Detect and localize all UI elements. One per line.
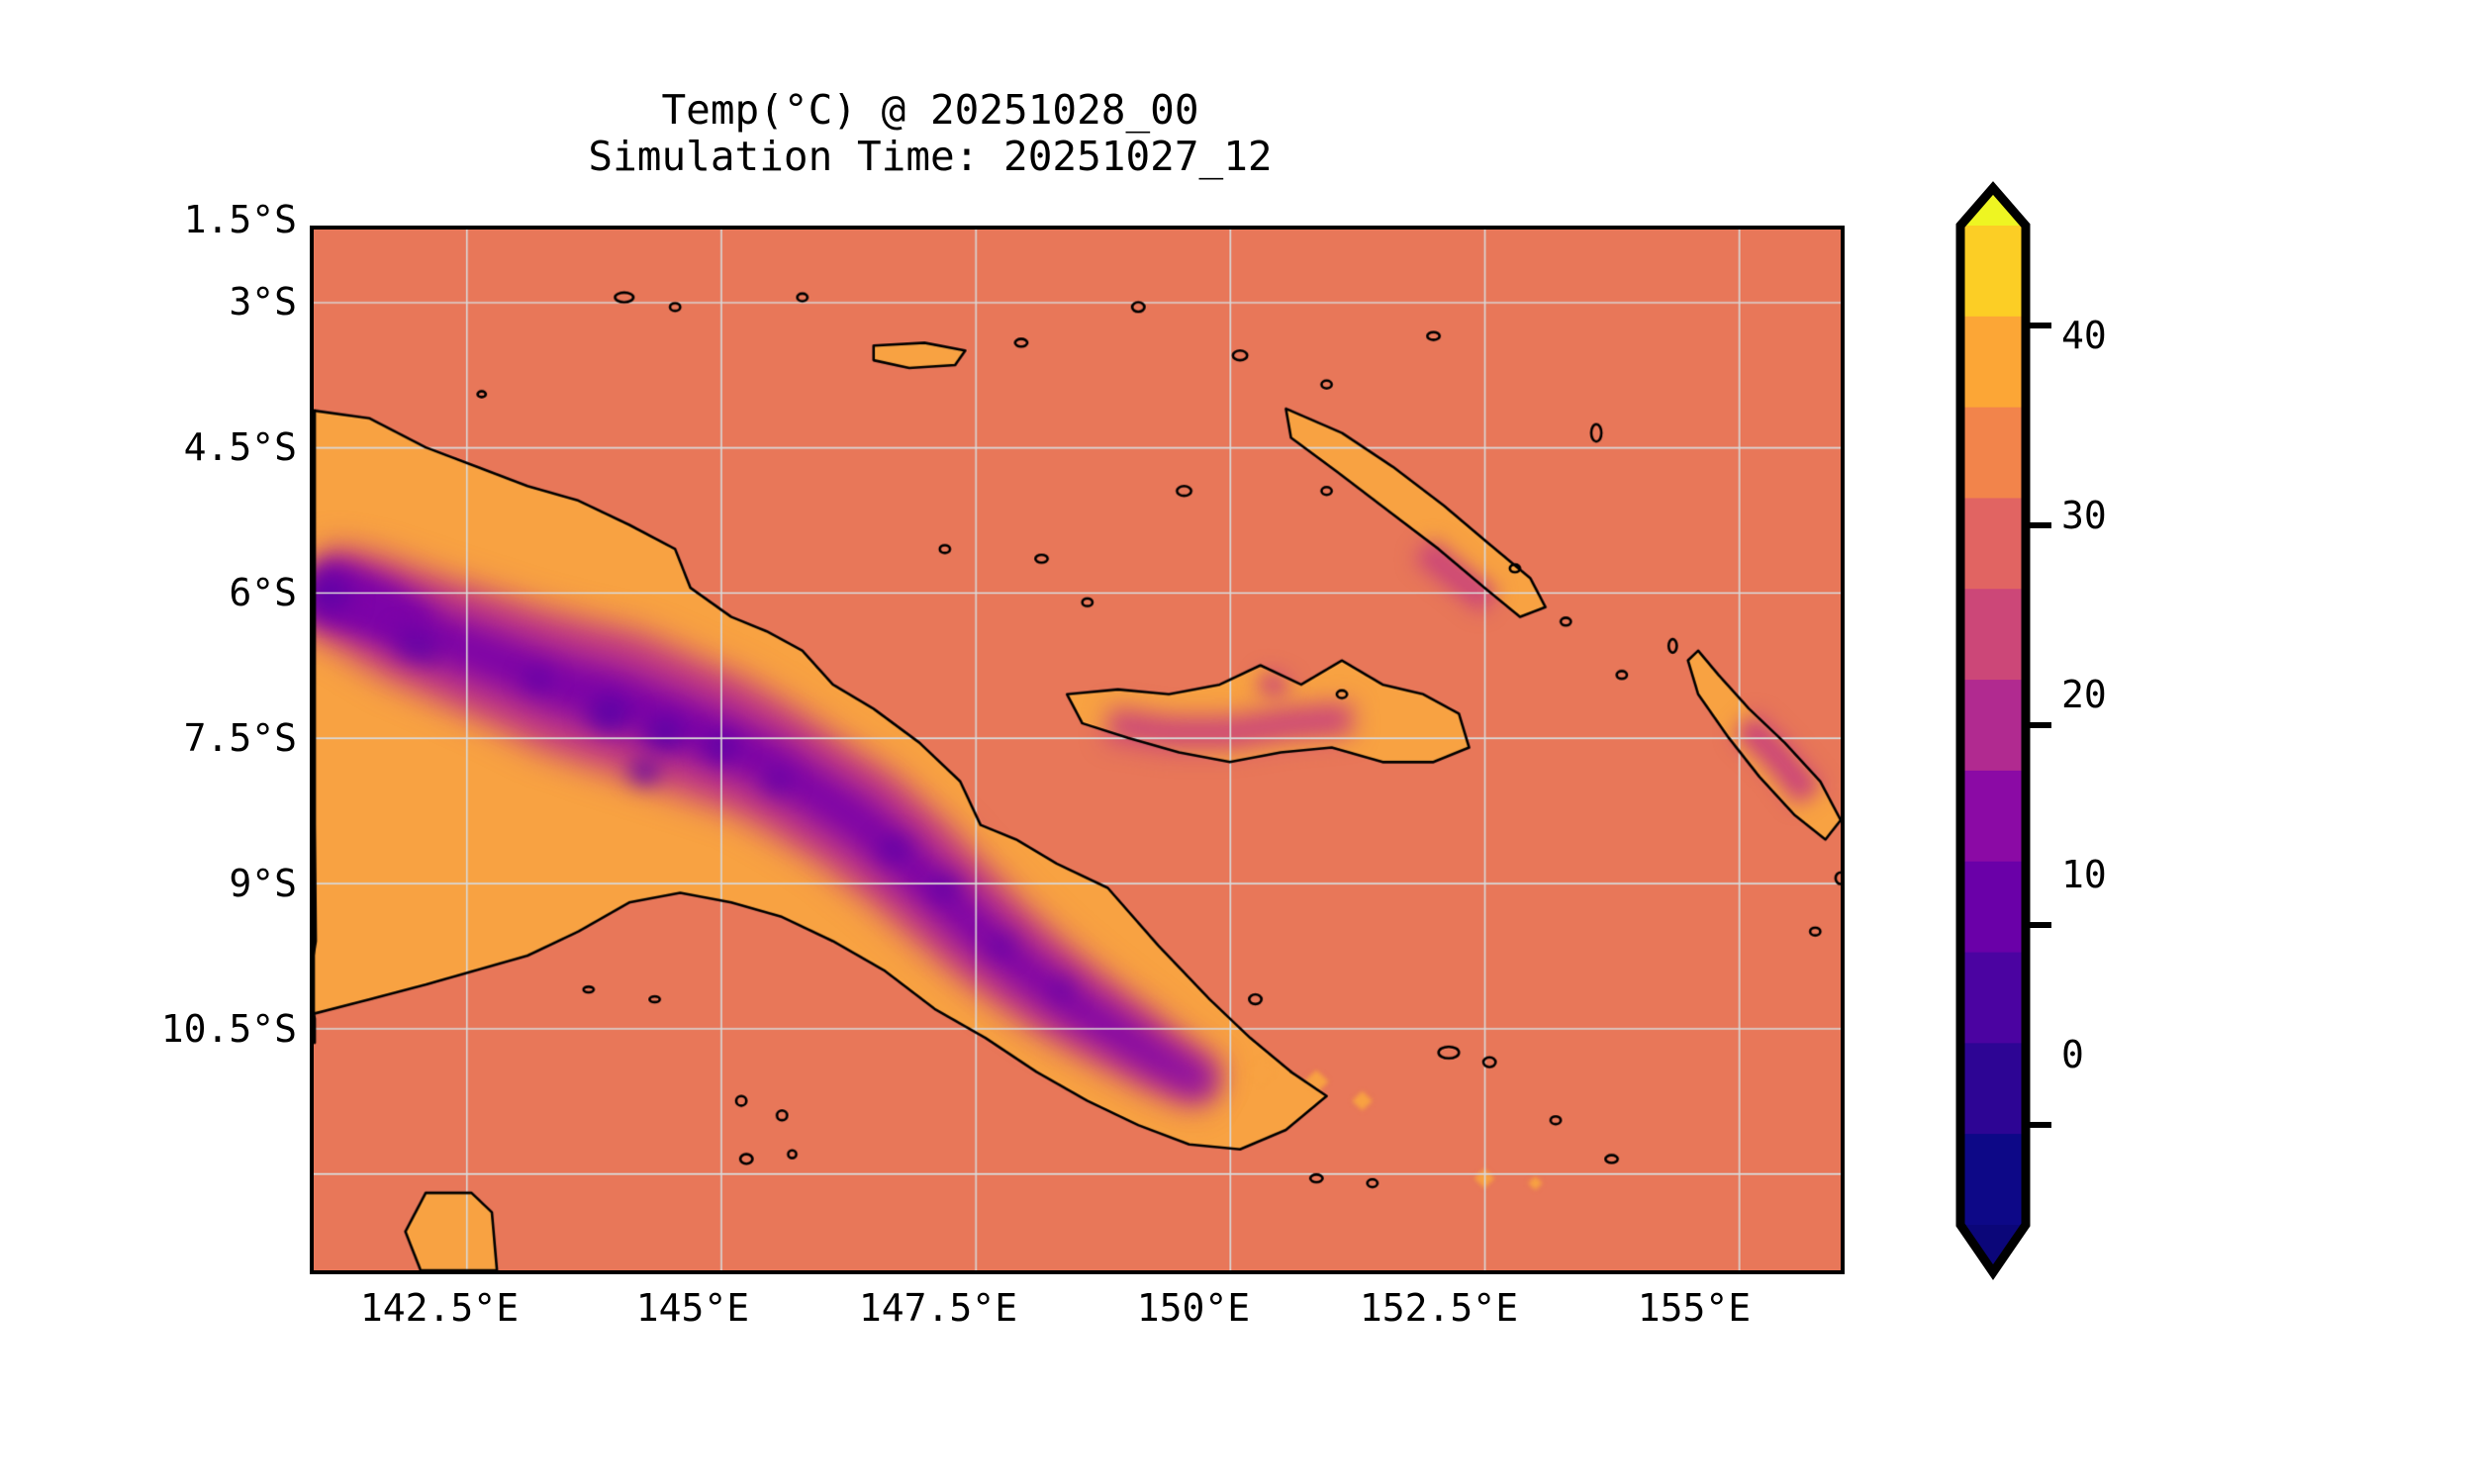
xtick-label-5: 152.5°E xyxy=(1359,1286,1519,1330)
title-line-variable: Temp(°C) @ 20251028_00 xyxy=(661,86,1199,134)
ytick-label-6: 9°S xyxy=(229,862,297,905)
colorbar-tick-label-20: 20 xyxy=(2061,673,2107,716)
title-line-simtime: Simulation Time: 20251027_12 xyxy=(588,133,1273,181)
xtick-label-2: 145°E xyxy=(635,1286,750,1330)
colorbar-tick-label-10: 10 xyxy=(2061,853,2107,896)
xtick-label-1: 142.5°E xyxy=(359,1286,520,1330)
colorbar-tick-label-30: 30 xyxy=(2061,494,2107,537)
xtick-label-6: 155°E xyxy=(1637,1286,1752,1330)
xtick-label-3: 147.5°E xyxy=(858,1286,1018,1330)
xtick-label-4: 150°E xyxy=(1136,1286,1251,1330)
ytick-label-5: 7.5°S xyxy=(183,716,297,760)
colorbar-tick-label-0: 0 xyxy=(2061,1033,2084,1076)
ytick-label-7: 10.5°S xyxy=(160,1007,297,1051)
ytick-label-2: 3°S xyxy=(229,280,297,324)
figure-title: Temp(°C) @ 20251028_00 Simulation Time: … xyxy=(0,86,1860,181)
ytick-label-1: 1.5°S xyxy=(183,198,297,241)
ytick-label-4: 6°S xyxy=(229,571,297,614)
map-plot-area[interactable] xyxy=(310,226,1845,1274)
colorbar-gradient xyxy=(1955,181,2051,1280)
ytick-label-3: 4.5°S xyxy=(183,425,297,469)
temperature-heatmap xyxy=(314,230,1841,1270)
colorbar-tick-label-40: 40 xyxy=(2061,314,2107,357)
colorbar[interactable]: 40 30 20 10 0 xyxy=(1935,178,2429,1345)
